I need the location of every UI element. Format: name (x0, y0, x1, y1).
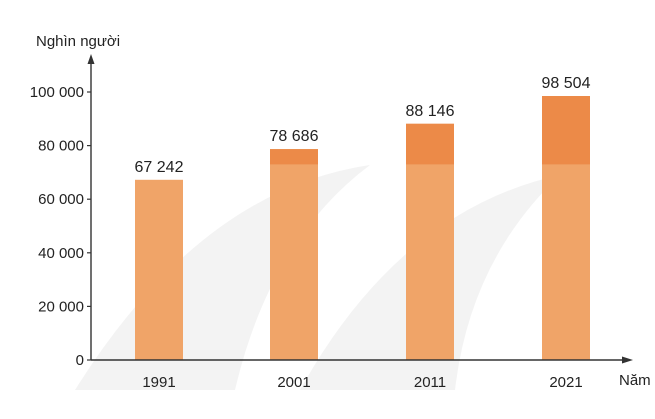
bar-value-label: 67 242 (135, 159, 184, 176)
bar (270, 149, 318, 360)
y-axis-title: Nghìn người (36, 33, 120, 50)
bar-top-shade (542, 96, 590, 165)
y-axis-arrow (87, 54, 95, 64)
x-category-label: 2001 (277, 374, 310, 391)
x-axis-title: Năm (619, 372, 651, 389)
x-category-label: 2021 (549, 374, 582, 391)
bar-2011 (406, 123, 454, 360)
y-tick-label: 100 000 (30, 84, 84, 101)
y-tick-label: 20 000 (38, 298, 84, 315)
bar-value-label: 78 686 (270, 128, 319, 145)
bar-value-label: 88 146 (406, 103, 455, 120)
bar (135, 179, 183, 360)
x-category-label: 2011 (414, 374, 446, 391)
bar-top-shade (406, 123, 454, 165)
bar-2001 (270, 149, 318, 360)
y-tick-label: 40 000 (38, 245, 84, 262)
x-category-label: 1991 (142, 374, 175, 391)
bar-2021 (542, 96, 590, 360)
x-axis-arrow (622, 356, 633, 364)
y-tick-label: 80 000 (38, 138, 84, 155)
y-tick-label: 60 000 (38, 191, 84, 208)
bar-top-shade (270, 149, 318, 165)
bar-value-label: 98 504 (542, 75, 591, 92)
bar-1991 (135, 179, 183, 360)
y-tick-label: 0 (76, 352, 84, 369)
